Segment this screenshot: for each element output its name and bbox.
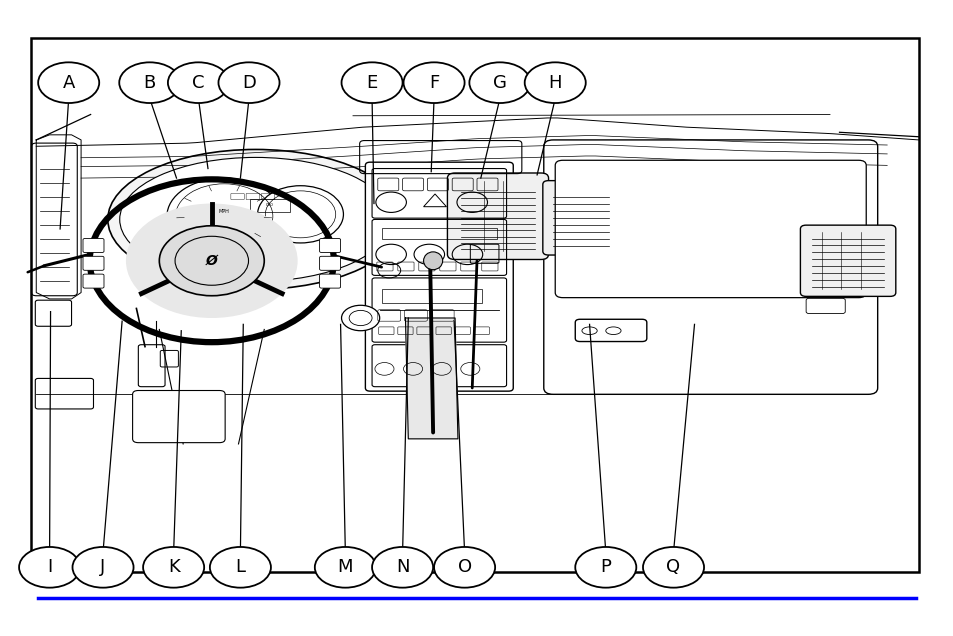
FancyBboxPatch shape <box>319 238 340 252</box>
Circle shape <box>524 62 585 103</box>
Circle shape <box>168 62 229 103</box>
Text: MPH: MPH <box>218 209 230 214</box>
Circle shape <box>257 186 343 243</box>
FancyBboxPatch shape <box>83 274 104 288</box>
FancyBboxPatch shape <box>83 238 104 252</box>
Text: O: O <box>457 558 471 576</box>
Circle shape <box>341 62 402 103</box>
Text: M: M <box>337 558 353 576</box>
Circle shape <box>434 547 495 588</box>
Text: B: B <box>144 74 155 92</box>
Circle shape <box>372 547 433 588</box>
Text: J: J <box>100 558 106 576</box>
FancyBboxPatch shape <box>555 160 865 298</box>
Circle shape <box>642 547 703 588</box>
Circle shape <box>143 547 204 588</box>
Circle shape <box>159 226 264 296</box>
Circle shape <box>38 62 99 103</box>
Circle shape <box>314 547 375 588</box>
Circle shape <box>575 547 636 588</box>
Ellipse shape <box>423 252 442 270</box>
FancyBboxPatch shape <box>132 391 225 443</box>
Circle shape <box>349 310 372 326</box>
Text: P: P <box>599 558 611 576</box>
FancyBboxPatch shape <box>319 274 340 288</box>
Text: Ø: Ø <box>206 254 217 268</box>
FancyBboxPatch shape <box>83 256 104 270</box>
Circle shape <box>126 204 297 318</box>
Circle shape <box>341 305 379 331</box>
Circle shape <box>218 62 279 103</box>
FancyBboxPatch shape <box>543 140 877 394</box>
Text: G: G <box>493 74 506 92</box>
FancyBboxPatch shape <box>800 225 895 296</box>
Circle shape <box>119 62 180 103</box>
Text: D: D <box>242 74 255 92</box>
FancyBboxPatch shape <box>365 162 513 391</box>
Text: H: H <box>548 74 561 92</box>
Circle shape <box>72 547 133 588</box>
Text: L: L <box>235 558 245 576</box>
Text: E: E <box>366 74 377 92</box>
Text: Q: Q <box>666 558 679 576</box>
FancyBboxPatch shape <box>542 181 618 255</box>
Text: 000: 000 <box>266 204 274 207</box>
Text: N: N <box>395 558 409 576</box>
Polygon shape <box>405 318 457 439</box>
Text: A: A <box>63 74 74 92</box>
Text: C: C <box>192 74 205 92</box>
Text: F: F <box>429 74 438 92</box>
Circle shape <box>167 178 281 254</box>
Text: K: K <box>168 558 179 576</box>
Circle shape <box>403 62 464 103</box>
Ellipse shape <box>120 157 391 281</box>
FancyBboxPatch shape <box>447 173 548 259</box>
Circle shape <box>469 62 530 103</box>
Ellipse shape <box>108 149 403 289</box>
Circle shape <box>210 547 271 588</box>
Text: I: I <box>47 558 52 576</box>
FancyBboxPatch shape <box>31 38 918 572</box>
Circle shape <box>19 547 80 588</box>
FancyBboxPatch shape <box>319 256 340 270</box>
